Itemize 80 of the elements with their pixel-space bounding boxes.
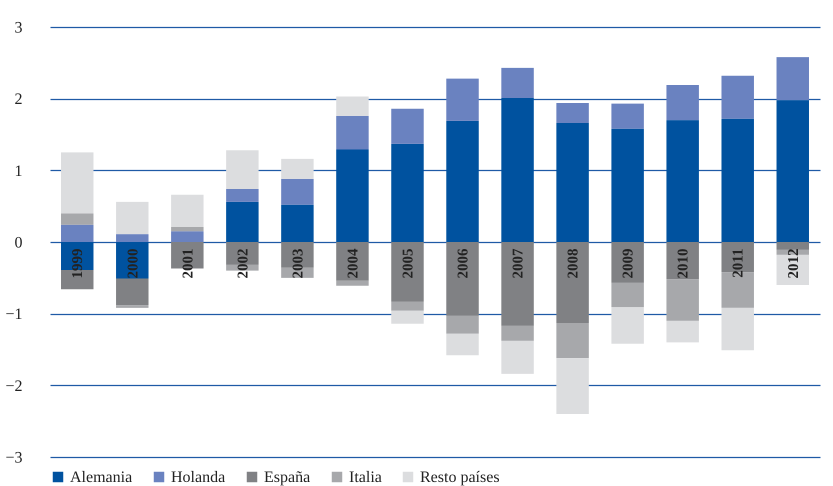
y-tick-label: −2 <box>5 378 22 395</box>
bar <box>116 305 149 308</box>
y-tick-label: 1 <box>14 162 22 180</box>
bar <box>226 202 259 242</box>
bar <box>336 96 369 116</box>
bar <box>336 280 369 286</box>
bar <box>721 308 754 350</box>
legend-label: Resto países <box>420 469 500 486</box>
bar <box>171 226 204 232</box>
bar <box>611 128 644 242</box>
bar <box>281 158 314 179</box>
bar <box>391 310 424 324</box>
legend-label: Alemania <box>70 469 132 486</box>
y-tick-label: −3 <box>5 450 22 466</box>
bar <box>776 242 809 250</box>
y-tick-label: 2 <box>14 91 22 108</box>
bar <box>61 152 94 214</box>
bar <box>776 57 809 100</box>
x-tick-label: 2005 <box>400 248 416 278</box>
bar <box>721 76 754 119</box>
x-tick-label: 2008 <box>566 248 582 278</box>
bar <box>446 242 479 316</box>
bar <box>501 340 534 374</box>
bar <box>171 231 204 242</box>
bar <box>666 120 699 242</box>
y-tick-label: 0 <box>14 234 22 252</box>
bar <box>336 150 369 242</box>
x-tick-label: 2001 <box>180 248 196 278</box>
bar <box>611 307 644 344</box>
bar <box>446 334 479 356</box>
bar <box>61 213 94 225</box>
bar <box>446 316 479 334</box>
bar <box>171 194 204 227</box>
x-tick-label: 2009 <box>620 248 637 278</box>
bar <box>556 123 589 242</box>
x-tick-label: 2004 <box>345 248 362 278</box>
bar <box>556 322 589 358</box>
x-tick-label: 2006 <box>456 248 472 278</box>
bar <box>556 358 589 414</box>
bar <box>501 68 534 98</box>
x-tick-label: 2012 <box>786 248 802 278</box>
bar <box>391 301 424 311</box>
bar <box>611 104 644 129</box>
bar <box>281 178 314 205</box>
bar <box>501 326 534 341</box>
bar <box>776 100 809 242</box>
x-tick-label: 2000 <box>125 248 142 278</box>
bar <box>721 118 754 242</box>
bar <box>391 144 424 242</box>
legend-label: España <box>264 469 310 486</box>
bar <box>116 278 149 306</box>
bar <box>666 320 699 342</box>
bar <box>226 150 259 189</box>
legend-label: Holanda <box>171 469 226 486</box>
bar <box>281 204 314 242</box>
y-tick-label: 3 <box>14 20 22 36</box>
bar <box>391 242 424 302</box>
bar <box>666 279 699 321</box>
x-tick-label: 2007 <box>510 248 527 278</box>
bar <box>501 242 534 326</box>
bar <box>501 98 534 242</box>
bar <box>666 85 699 120</box>
bar <box>611 282 644 308</box>
x-tick-label: 1999 <box>70 248 86 278</box>
x-tick-label: 2002 <box>235 248 252 278</box>
bar <box>556 242 589 323</box>
x-tick-label: 2010 <box>676 248 692 278</box>
bar <box>116 202 149 234</box>
x-tick-label: 2011 <box>730 248 747 278</box>
bar <box>391 108 424 144</box>
bar <box>556 102 589 124</box>
bar <box>446 78 479 121</box>
y-tick-label: −1 <box>5 306 22 324</box>
x-tick-label: 2003 <box>290 248 306 278</box>
bar <box>446 120 479 242</box>
bar <box>61 224 94 242</box>
bar <box>116 234 149 242</box>
bar <box>226 188 259 202</box>
bar <box>336 116 369 150</box>
legend-label: Italia <box>349 469 382 486</box>
